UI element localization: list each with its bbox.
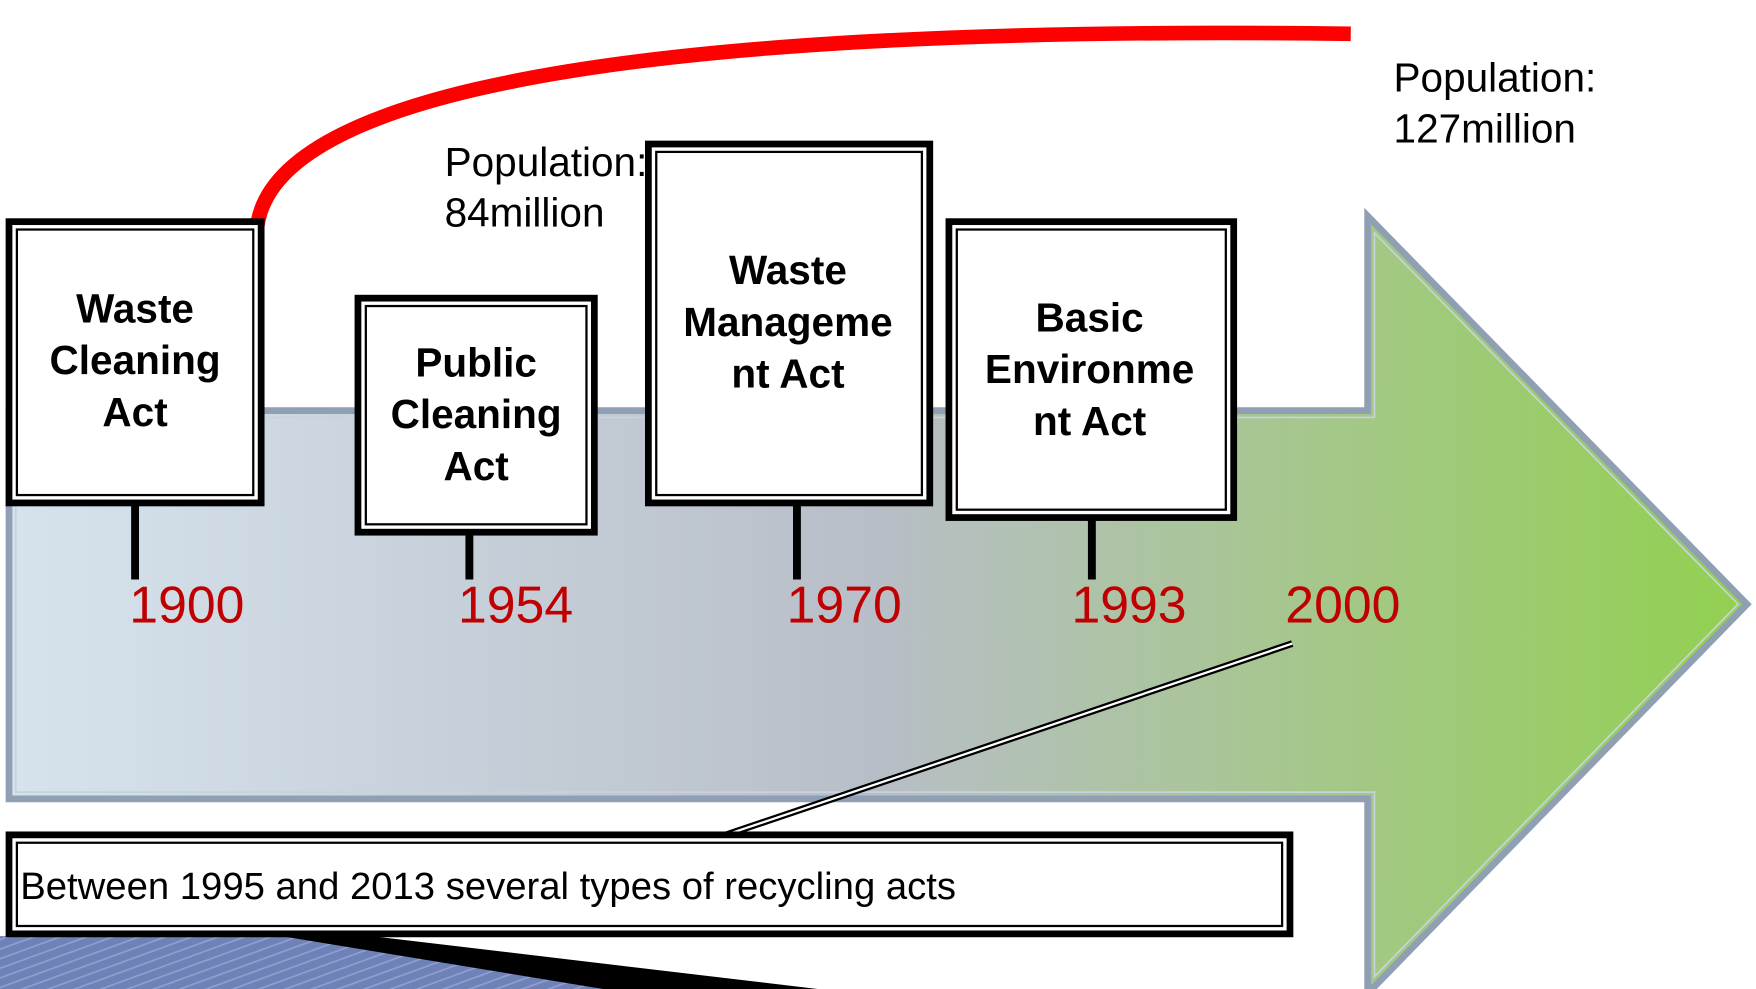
act-label: Act	[102, 389, 167, 435]
box-inner	[364, 304, 588, 526]
box-inner	[955, 228, 1227, 511]
act-box: Waste Manageme nt Act	[644, 140, 934, 507]
population-note: 127million	[1394, 105, 1576, 151]
year-label: 2000	[1285, 575, 1400, 633]
act-label: Act	[444, 443, 509, 489]
act-label: Waste	[729, 247, 847, 293]
population-note: Population:	[445, 139, 648, 185]
arrow-inner-edge	[14, 230, 1740, 979]
act-label: nt Act	[731, 351, 844, 397]
box-inner	[15, 228, 255, 497]
act-box: Public Cleaning Act	[354, 294, 598, 536]
box-outer	[945, 218, 1238, 521]
note-text: Between 1995 and 2013 several types of r…	[20, 865, 956, 908]
population-note: 84million	[445, 190, 605, 236]
act-box: Basic Environme nt Act	[945, 218, 1238, 521]
act-label: nt Act	[1033, 398, 1146, 444]
box-outer	[354, 294, 598, 536]
year-label: 1954	[458, 575, 573, 633]
act-label: Waste	[76, 285, 194, 331]
population-note: Population:	[1394, 55, 1597, 101]
year-label: 1970	[787, 575, 902, 633]
corner-band	[281, 936, 818, 989]
year-label: 1993	[1071, 575, 1186, 633]
act-label: Basic	[1036, 294, 1144, 340]
box-outer	[644, 140, 934, 507]
box-inner	[655, 150, 924, 497]
box-outer	[5, 218, 265, 507]
act-label: Cleaning	[50, 337, 221, 383]
timeline-arrow	[5, 207, 1752, 989]
population-curve	[249, 25, 1351, 243]
act-label: Environme	[985, 346, 1194, 392]
act-label: Public	[415, 339, 537, 385]
act-label: Cleaning	[391, 391, 562, 437]
act-box: Waste Cleaning Act	[5, 218, 265, 507]
year-label: 1900	[129, 575, 244, 633]
act-label: Manageme	[683, 299, 892, 345]
callout-line-inner	[725, 642, 1293, 836]
note-box: Between 1995 and 2013 several types of r…	[5, 831, 1294, 938]
